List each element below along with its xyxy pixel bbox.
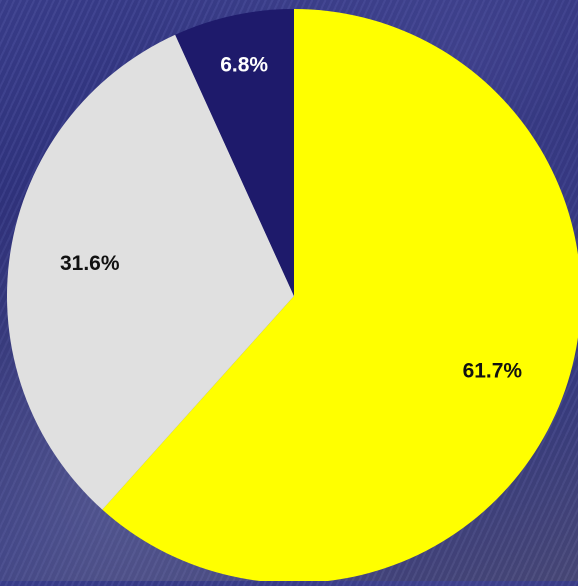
pie-label-1: 61.7% (463, 359, 523, 382)
pie-slice-3 (175, 9, 294, 296)
pie-slice-2 (6, 34, 295, 510)
pie-slices (6, 9, 578, 583)
pie-labels: 61.7% 31.6% 6.8% (60, 54, 522, 383)
pie-label-2: 31.6% (60, 252, 120, 275)
pie-slice-1 (102, 9, 578, 583)
pie-label-3: 6.8% (220, 54, 268, 77)
